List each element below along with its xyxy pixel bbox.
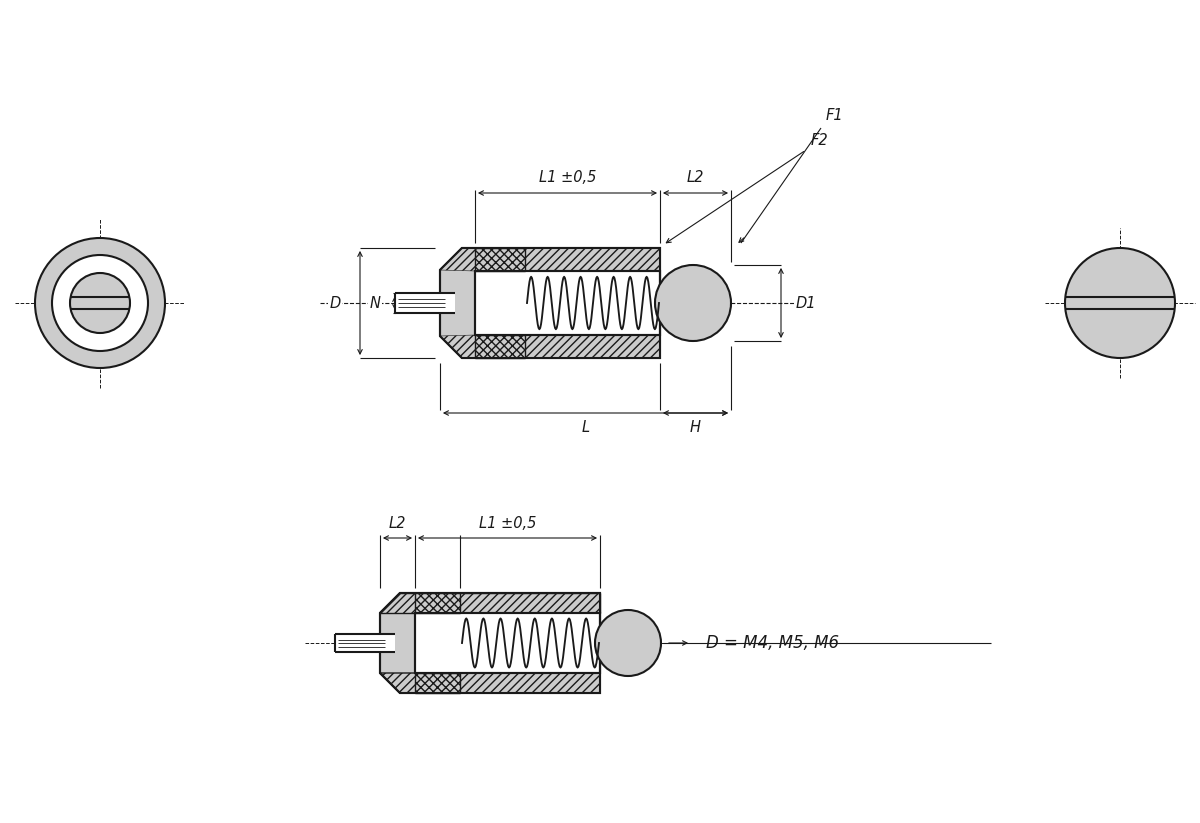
Text: N: N: [370, 295, 380, 310]
Polygon shape: [475, 271, 660, 335]
Circle shape: [70, 273, 130, 333]
Circle shape: [35, 238, 166, 368]
Text: L2: L2: [389, 515, 406, 531]
Polygon shape: [475, 335, 526, 358]
Bar: [335, 634, 395, 652]
Text: F2: F2: [811, 133, 829, 148]
Polygon shape: [415, 593, 460, 613]
Text: L2: L2: [686, 170, 704, 185]
Circle shape: [595, 610, 661, 676]
Bar: [395, 293, 455, 313]
Polygon shape: [475, 248, 526, 271]
Text: L: L: [582, 421, 589, 435]
Polygon shape: [380, 593, 600, 693]
Text: L1 ±0,5: L1 ±0,5: [479, 515, 536, 531]
Text: D1: D1: [796, 295, 816, 310]
Text: F1: F1: [826, 108, 844, 123]
Polygon shape: [440, 248, 660, 271]
Polygon shape: [415, 673, 460, 693]
Text: L1 ±0,5: L1 ±0,5: [539, 170, 596, 185]
Polygon shape: [415, 613, 600, 673]
Polygon shape: [440, 248, 660, 358]
Circle shape: [52, 255, 148, 351]
Circle shape: [1066, 248, 1175, 358]
Text: D = M4, M5, M6: D = M4, M5, M6: [706, 634, 839, 652]
Text: D: D: [329, 295, 341, 310]
Text: H: H: [690, 421, 701, 435]
Polygon shape: [380, 673, 600, 693]
Polygon shape: [440, 335, 660, 358]
Circle shape: [655, 265, 731, 341]
Polygon shape: [380, 593, 600, 613]
